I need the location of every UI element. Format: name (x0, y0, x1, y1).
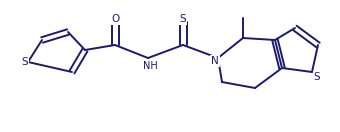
Text: S: S (22, 57, 28, 67)
Text: O: O (111, 14, 119, 24)
Text: N: N (211, 56, 219, 66)
Text: S: S (314, 72, 320, 82)
Text: S: S (180, 14, 186, 24)
Text: NH: NH (142, 61, 157, 71)
